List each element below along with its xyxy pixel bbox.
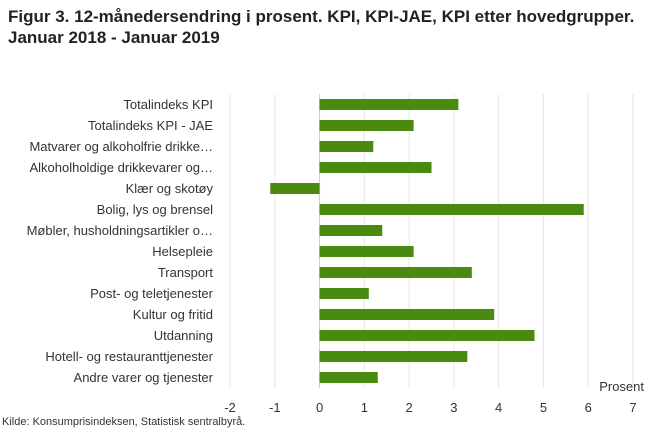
category-label: Møbler, husholdningsartikler o… bbox=[27, 223, 213, 238]
category-label: Utdanning bbox=[154, 328, 213, 343]
x-axis-label: Prosent bbox=[599, 379, 644, 394]
category-label: Helsepleie bbox=[152, 244, 213, 259]
category-label: Transport bbox=[158, 265, 214, 280]
x-tick-labels: -2 -1 0 1 2 3 4 5 6 7 bbox=[224, 400, 636, 415]
x-tick-label: 2 bbox=[405, 400, 412, 415]
category-label: Kultur og fritid bbox=[133, 307, 213, 322]
category-label: Bolig, lys og brensel bbox=[97, 202, 213, 217]
category-label: Matvarer og alkoholfrie drikke… bbox=[29, 139, 213, 154]
source-note: Kilde: Konsumprisindeksen, Statistisk se… bbox=[2, 416, 246, 428]
x-tick-label: 1 bbox=[361, 400, 368, 415]
category-label: Klær og skotøy bbox=[126, 181, 214, 196]
category-label: Totalindeks KPI bbox=[123, 97, 213, 112]
bar bbox=[319, 288, 369, 299]
bars bbox=[270, 99, 584, 383]
category-label: Andre varer og tjenester bbox=[74, 370, 214, 385]
bar bbox=[319, 330, 535, 341]
bar bbox=[319, 120, 414, 131]
category-label: Alkoholholdige drikkevarer og… bbox=[29, 160, 213, 175]
category-label: Totalindeks KPI - JAE bbox=[88, 118, 213, 133]
category-labels: Totalindeks KPI Totalindeks KPI - JAE Matv… bbox=[27, 97, 214, 385]
x-tick-label: -2 bbox=[224, 400, 236, 415]
bar bbox=[270, 183, 320, 194]
x-tick-label: 3 bbox=[450, 400, 457, 415]
bar bbox=[319, 162, 432, 173]
category-label: Post- og teletjenester bbox=[90, 286, 214, 301]
bar bbox=[319, 267, 472, 278]
bar bbox=[319, 351, 468, 362]
x-tick-label: -1 bbox=[269, 400, 281, 415]
bar bbox=[319, 141, 374, 152]
bar bbox=[319, 99, 459, 110]
chart-title: Figur 3. 12-månedersendring i prosent. K… bbox=[8, 7, 635, 47]
grid-lines bbox=[229, 94, 634, 388]
x-tick-label: 6 bbox=[585, 400, 592, 415]
category-label: Hotell- og restauranttjenester bbox=[45, 349, 213, 364]
bar bbox=[319, 246, 414, 257]
bar bbox=[319, 309, 495, 320]
x-tick-label: 0 bbox=[316, 400, 323, 415]
x-tick-label: 5 bbox=[540, 400, 547, 415]
x-tick-label: 7 bbox=[629, 400, 636, 415]
bar bbox=[319, 372, 378, 383]
bar bbox=[319, 204, 584, 215]
x-tick-label: 4 bbox=[495, 400, 502, 415]
bar bbox=[319, 225, 383, 236]
